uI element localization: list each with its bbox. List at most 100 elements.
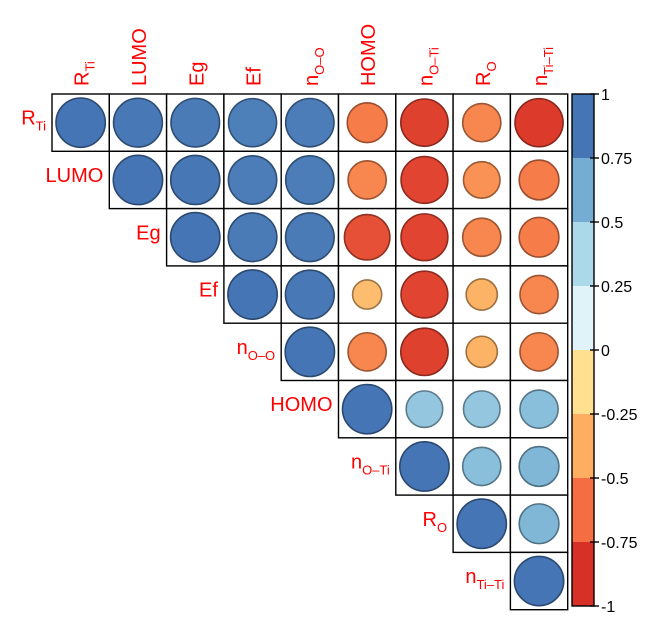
row-label-3-base: Ef [199, 280, 218, 302]
row-label-1-base: LUMO [46, 165, 104, 187]
colorbar-tick-label-4: 0 [601, 343, 610, 360]
corr-circle-6-6 [399, 441, 450, 492]
corr-circle-5-6 [405, 390, 444, 429]
col-label-6: nO–Ti [415, 47, 441, 86]
corr-circle-1-7 [462, 160, 501, 200]
corr-circle-0-4 [284, 97, 335, 148]
col-label-3: Ef [244, 67, 266, 86]
corr-circle-0-6 [400, 98, 449, 148]
row-label-8: nTi–Ti [465, 566, 504, 592]
corr-circle-4-5 [347, 331, 388, 372]
corr-circle-2-6 [400, 213, 449, 262]
corr-circle-1-5 [347, 160, 388, 200]
corr-circle-8-8 [513, 555, 565, 607]
corr-circle-1-3 [227, 154, 278, 205]
row-label-1: LUMO [46, 165, 104, 187]
corr-circle-0-7 [461, 102, 502, 143]
col-label-3-base: Ef [244, 67, 266, 86]
row-label-3: Ef [199, 280, 218, 302]
row-label-4-subscript: O–O [248, 348, 275, 363]
colorbar-band-5 [572, 414, 594, 479]
corr-circle-3-6 [400, 270, 449, 319]
corr-circle-3-5 [351, 279, 383, 310]
row-label-8-subscript: Ti–Ti [476, 577, 504, 592]
corr-circle-6-8 [518, 445, 560, 488]
row-label-6: nO–Ti [351, 451, 390, 477]
col-label-8-subscript: Ti–Ti [541, 47, 556, 75]
corr-circle-4-4 [284, 326, 336, 378]
colorbar-band-3 [572, 286, 594, 351]
colorbar-band-0 [572, 94, 594, 159]
corr-circle-0-8 [514, 97, 564, 148]
corr-circle-3-4 [284, 269, 336, 320]
corr-circle-4-6 [400, 327, 449, 377]
row-label-5-base: HOMO [270, 394, 332, 416]
corr-circle-1-2 [169, 154, 221, 206]
row-label-0-base: R [21, 108, 35, 130]
corr-circle-5-8 [519, 389, 559, 430]
col-label-6-subscript: O–Ti [426, 47, 441, 75]
corr-circle-1-6 [400, 155, 449, 205]
corr-circle-2-7 [461, 217, 502, 258]
corr-circle-0-1 [112, 97, 164, 148]
col-label-4: nO–O [301, 47, 327, 86]
corr-circle-5-7 [462, 390, 501, 429]
colorbar-tick-label-7: -0.75 [601, 535, 638, 552]
col-label-0-subscript: Ti [83, 61, 98, 71]
corr-circle-2-8 [518, 216, 560, 258]
corr-circle-7-7 [456, 498, 508, 550]
col-label-5-base: HOMO [358, 24, 380, 86]
row-label-8-base: n [465, 566, 476, 588]
col-label-8: nTi–Ti [530, 47, 556, 86]
col-label-7-subscript: O [484, 61, 499, 71]
correlation-cells [51, 93, 569, 611]
row-label-4-base: n [237, 337, 248, 359]
col-label-1-base: LUMO [129, 28, 151, 86]
corr-circle-6-7 [461, 446, 502, 487]
corr-circle-3-3 [227, 269, 279, 320]
row-label-4: nO–O [237, 337, 276, 363]
col-label-0: RTi [72, 61, 98, 86]
row-label-2-base: Eg [136, 222, 160, 244]
colorbar-tick-label-0: 1 [601, 87, 610, 104]
row-label-7-subscript: O [437, 520, 447, 535]
colorbar-tick-label-2: 0.5 [601, 215, 623, 232]
colorbar-tick-label-6: -0.5 [601, 471, 629, 488]
col-label-7: RO [473, 61, 499, 86]
row-label-6-subscript: O–Ti [362, 462, 390, 477]
col-label-7-base: R [473, 72, 495, 86]
row-label-5: HOMO [270, 394, 332, 416]
corr-circle-3-8 [519, 274, 559, 315]
colorbar: 1 0.75 0.5 0.25 0 -0.25 -0.5 -0.75 -1 [571, 87, 638, 616]
colorbar-band-4 [572, 350, 594, 415]
corr-circle-2-4 [284, 212, 335, 263]
colorbar-band-6 [572, 478, 594, 543]
row-label-7: RO [423, 509, 448, 535]
row-label-7-base: R [423, 509, 437, 531]
col-label-6-base: n [415, 75, 437, 86]
corr-circle-5-5 [341, 383, 393, 435]
colorbar-tick-label-1: 0.75 [601, 151, 632, 168]
corr-circle-1-1 [112, 154, 164, 206]
col-label-4-subscript: O–O [312, 47, 327, 74]
corr-circle-1-8 [518, 159, 560, 201]
corr-circle-0-0 [55, 97, 107, 149]
corr-circle-0-3 [227, 97, 278, 148]
colorbar-tick-label-3: 0.25 [601, 279, 632, 296]
corr-circle-7-8 [518, 503, 560, 545]
corr-circle-0-2 [170, 97, 221, 148]
row-label-0-subscript: Ti [36, 119, 46, 134]
corr-circle-3-7 [465, 278, 499, 311]
colorbar-tick-label-5: -0.25 [601, 407, 638, 424]
col-label-8-base: n [530, 75, 552, 86]
colorbar-band-7 [572, 542, 594, 607]
corr-circle-2-5 [343, 213, 391, 261]
col-label-2: Eg [186, 62, 208, 86]
row-label-2: Eg [136, 222, 160, 244]
corr-circle-4-7 [465, 335, 499, 369]
row-label-6-base: n [351, 451, 362, 473]
colorbar-band-2 [572, 222, 594, 287]
col-label-5: HOMO [358, 24, 380, 86]
colorbar-band-1 [572, 158, 594, 223]
